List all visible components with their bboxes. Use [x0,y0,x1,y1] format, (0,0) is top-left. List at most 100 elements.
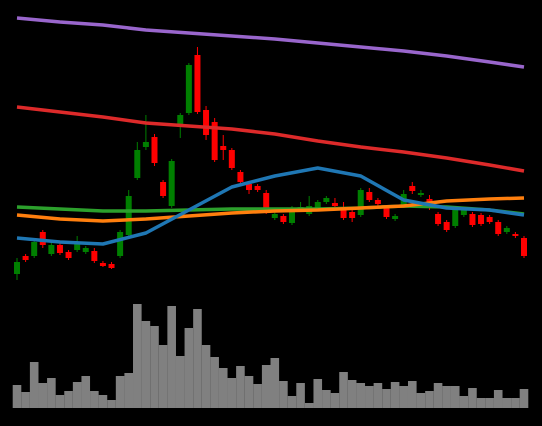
volume-bar [330,393,340,408]
candle-body [14,262,20,274]
volume-bar [81,376,91,408]
moving-average-line [16,16,525,69]
candle-body [185,65,192,113]
volume-bar [519,389,529,408]
volume-bar [227,378,237,408]
volume-bar [433,383,443,408]
volume-bar [468,388,477,408]
candle-body [31,242,38,256]
candle-body [521,238,527,256]
candle-body [246,184,253,190]
volume-bar [218,368,228,408]
candle-body [22,256,29,260]
volume-bar [253,384,262,408]
volume-bar [382,389,391,408]
candle-body [435,214,442,224]
volume-bar [365,386,374,408]
volume-bar [55,395,65,408]
candle-body [349,212,356,218]
candle-body [340,208,347,218]
candle-body [125,196,132,235]
candle-body [108,264,115,268]
candle-body [194,55,201,112]
candle-body [203,110,210,135]
candle-body [99,263,106,266]
volume-bar [356,383,366,408]
volume-bar [313,379,323,408]
candle-body [280,216,287,222]
volume-bar [407,381,417,408]
volume-bar [511,398,520,408]
volume-bar [72,382,82,408]
candle-body [392,216,399,219]
volume-bar [150,326,159,408]
candle-body [374,200,381,204]
volume-bar [399,386,408,408]
moving-average-line [16,105,525,173]
candle-body [142,142,149,147]
candle-body [160,182,167,196]
candle-body [254,186,261,190]
volume-bar [107,400,116,408]
volume-bar [184,328,194,408]
volume-bar [261,365,271,408]
candle-body [478,215,485,224]
volume-bar [270,358,280,408]
volume-bar [38,383,48,408]
moving-average-line [16,196,525,223]
candle-body [469,214,476,225]
candle-body [323,198,330,202]
volume-bar [175,356,185,408]
candle-body [65,252,72,258]
candle-body [263,193,270,210]
volume-bar [485,398,494,408]
volume-bar [193,309,202,408]
volume-bar [98,395,108,408]
volume-bar [425,391,434,408]
volume-bar [236,366,245,408]
volume-bar [459,396,469,408]
volume-bar [373,383,383,408]
volume-bar [90,391,99,408]
candle-body [288,208,295,223]
candle-body [220,146,227,150]
volume-bar [502,398,512,408]
candle-body [168,161,175,206]
volume-bar [12,385,22,408]
candle-body [443,222,450,230]
volume-bar [476,398,486,408]
candle-body [383,208,390,217]
volume-bar [304,403,314,408]
candle-body [151,137,158,163]
candle-body [39,232,46,245]
candle-body [91,251,98,261]
candle-body [460,210,467,215]
candle-body [503,228,510,232]
volume-bar [493,390,503,408]
volume-bar [287,396,297,408]
volume-bar [210,357,219,408]
candle-body [177,115,184,127]
volume-bar [167,306,176,408]
volume-bar [296,383,305,408]
volume-bar [450,386,460,408]
volume-bar [124,373,134,408]
candle-body [271,214,278,218]
candle-body [314,202,321,208]
candle-body [417,193,424,195]
candle-body [48,245,55,254]
volume-bar [244,376,254,408]
volume-bar [133,304,142,408]
candle-body [495,222,502,234]
candle-body [366,192,373,200]
volume-bar [201,345,211,408]
volume-bar [158,345,168,408]
candle-body [357,190,364,215]
candle-body [237,172,244,182]
candle-body [56,245,63,253]
candle-body [409,186,416,191]
volume-bar [115,376,125,408]
volume-bar [339,372,348,408]
volume-bar [322,390,331,408]
volume-bar [390,382,400,408]
